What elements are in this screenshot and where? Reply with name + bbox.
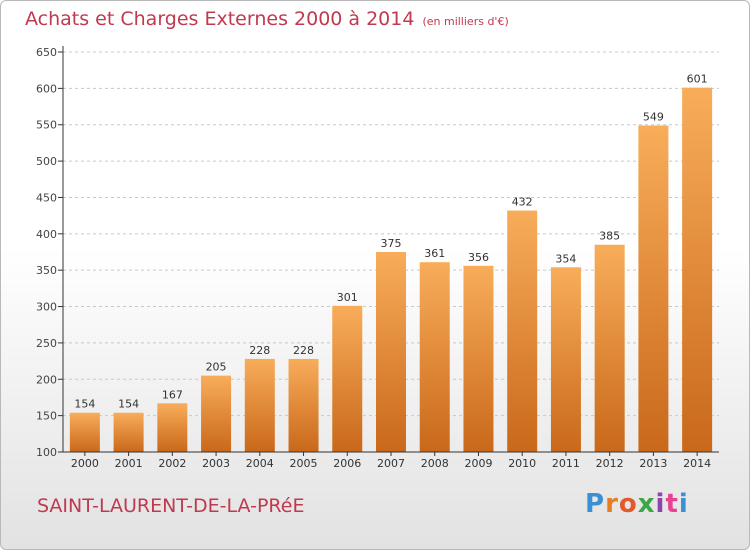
bar-value-label: 375 — [381, 237, 402, 250]
bar-value-label: 301 — [337, 291, 358, 304]
x-tick-label: 2013 — [639, 457, 667, 470]
logo-letter: i — [678, 489, 689, 519]
bar-2012 — [594, 244, 625, 452]
y-tick-label: 100 — [36, 446, 57, 459]
x-tick-label: 2003 — [202, 457, 230, 470]
bar-2009 — [463, 265, 494, 452]
bar-2007 — [376, 252, 406, 452]
logo-letter: r — [605, 489, 619, 519]
y-tick-label: 300 — [36, 301, 57, 314]
x-tick-label: 2010 — [508, 457, 536, 470]
bar-2008 — [419, 262, 450, 452]
unit-label: (en milliers d'€) — [422, 15, 509, 28]
bar-value-label: 549 — [643, 110, 664, 123]
bar-2000 — [69, 412, 100, 452]
logo-letter: P — [585, 489, 606, 519]
bar-value-label: 432 — [512, 196, 533, 209]
bar-2001 — [113, 412, 144, 452]
y-tick-label: 600 — [36, 82, 57, 95]
x-tick-label: 2007 — [377, 457, 405, 470]
y-tick-label: 200 — [36, 373, 57, 386]
bar-2010 — [507, 210, 538, 452]
bar-2002 — [157, 403, 188, 452]
y-tick-label: 450 — [36, 191, 57, 204]
bar-2003 — [201, 375, 232, 452]
place-name: SAINT-LAURENT-DE-LA-PRéE — [37, 495, 305, 517]
x-tick-label: 2004 — [246, 457, 274, 470]
y-tick-label: 500 — [36, 155, 57, 168]
x-tick-label: 2011 — [552, 457, 580, 470]
x-tick-label: 2002 — [158, 457, 186, 470]
bar-value-label: 601 — [687, 73, 708, 86]
bar-2013 — [638, 125, 669, 453]
y-tick-label: 400 — [36, 228, 57, 241]
bar-2005 — [288, 358, 319, 452]
chart-title: Achats et Charges Externes 2000 à 2014 (e… — [25, 8, 509, 30]
y-tick-label: 550 — [36, 119, 57, 132]
proxiti-logo: Proxiti — [585, 489, 689, 519]
x-tick-label: 2014 — [683, 457, 711, 470]
x-tick-label: 2005 — [290, 457, 318, 470]
x-tick-label: 2012 — [596, 457, 624, 470]
bar-2014 — [682, 87, 713, 453]
y-tick-label: 350 — [36, 264, 57, 277]
y-tick-label: 150 — [36, 410, 57, 423]
logo-letter: x — [637, 489, 656, 519]
title-text: Achats et Charges Externes 2000 à 2014 — [25, 8, 415, 30]
y-tick-label: 650 — [36, 46, 57, 59]
logo-letter: i — [655, 489, 666, 519]
x-tick-label: 2006 — [333, 457, 361, 470]
bar-2004 — [244, 358, 275, 452]
bar-2006 — [332, 305, 363, 452]
bar-value-label: 356 — [468, 251, 489, 264]
x-tick-label: 2001 — [115, 457, 143, 470]
logo-letter: t — [665, 489, 679, 519]
x-tick-label: 2009 — [464, 457, 492, 470]
bar-value-label: 361 — [424, 247, 445, 260]
y-tick-label: 250 — [36, 337, 57, 350]
bar-value-label: 154 — [118, 398, 139, 411]
bar-value-label: 167 — [162, 388, 183, 401]
bar-value-label: 385 — [599, 230, 620, 243]
bar-value-label: 228 — [293, 344, 314, 357]
bar-value-label: 154 — [74, 398, 95, 411]
bar-value-label: 228 — [249, 344, 270, 357]
logo-letter: o — [618, 489, 638, 519]
bar-2011 — [550, 267, 581, 452]
x-tick-label: 2000 — [71, 457, 99, 470]
x-tick-label: 2008 — [421, 457, 449, 470]
bar-value-label: 354 — [555, 252, 576, 265]
bar-value-label: 205 — [206, 361, 227, 374]
